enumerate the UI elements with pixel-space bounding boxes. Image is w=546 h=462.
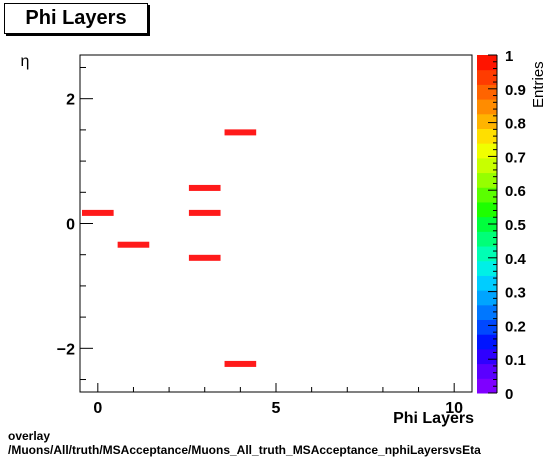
- x-axis: 0 5 10: [93, 383, 463, 417]
- color-palette: 0 0.1 0.2 0.3 0.4 0.5 0.6 0.7 0.8 0.9 1: [477, 48, 527, 403]
- z-tick-label: 0.9: [505, 82, 526, 99]
- plot-title-text: Phi Layers: [25, 7, 127, 29]
- z-tick-label: 1: [505, 48, 513, 65]
- z-tick-label: 0.7: [505, 149, 526, 166]
- y-tick-label: 0: [66, 217, 75, 234]
- palette-swatch: [477, 128, 497, 144]
- palette-swatch: [477, 246, 497, 262]
- heatmap-cell: [188, 209, 221, 216]
- palette-swatch: [477, 69, 497, 85]
- palette-swatch: [477, 84, 497, 100]
- heatmap-cells: [82, 129, 257, 367]
- z-tick-label: 0.6: [505, 183, 526, 200]
- palette-swatch: [477, 304, 497, 321]
- palette-swatch: [477, 201, 497, 218]
- x-tick-label: 5: [272, 400, 281, 417]
- heatmap-cell: [117, 241, 150, 248]
- palette-swatch: [477, 157, 497, 174]
- palette-swatch: [477, 99, 497, 115]
- z-tick-label: 0.3: [505, 285, 526, 302]
- y-tick-label: 2: [66, 92, 75, 109]
- heatmap-cell: [82, 209, 114, 216]
- z-axis-label: Entries: [530, 61, 546, 108]
- footer-line-1: overlay: [8, 429, 51, 443]
- palette-swatch: [477, 378, 497, 394]
- x-tick-label: 10: [445, 400, 463, 417]
- palette-swatch: [477, 113, 497, 129]
- palette-swatch: [477, 319, 497, 335]
- x-axis-label: Phi Layers: [393, 410, 474, 427]
- palette-swatch: [477, 143, 497, 159]
- y-axis: −2 0 2: [57, 66, 93, 381]
- palette-swatch: [477, 348, 497, 365]
- heatmap-cell: [188, 254, 221, 261]
- heatmap-cell: [224, 129, 257, 136]
- y-axis-label: η: [21, 53, 30, 70]
- z-tick-label: 0.1: [505, 352, 526, 369]
- heatmap-cell: [188, 184, 221, 191]
- z-tick-label: 0.4: [505, 251, 527, 268]
- plot-frame: [79, 54, 473, 393]
- palette-swatch: [477, 260, 497, 276]
- palette-swatch: [477, 363, 497, 379]
- palette-swatch: [477, 187, 497, 203]
- palette-swatch: [477, 290, 497, 306]
- z-tick-label: 0: [505, 386, 513, 403]
- footer-line-2: /Muons/All/truth/MSAcceptance/Muons_All_…: [8, 443, 481, 457]
- z-tick-label: 0.8: [505, 116, 526, 133]
- palette-swatch: [477, 216, 497, 232]
- z-tick-label: 0.2: [505, 318, 526, 335]
- z-tick-label: 0.5: [505, 217, 526, 234]
- palette-swatch: [477, 172, 497, 188]
- palette-swatch: [477, 231, 497, 247]
- heatmap-cell: [224, 360, 257, 367]
- palette-swatch: [477, 55, 497, 71]
- y-tick-label: −2: [57, 341, 75, 358]
- x-tick-label: 0: [93, 400, 102, 417]
- palette-swatch: [477, 334, 497, 350]
- palette-swatch: [477, 275, 497, 291]
- plot-title: Phi Layers: [4, 3, 148, 34]
